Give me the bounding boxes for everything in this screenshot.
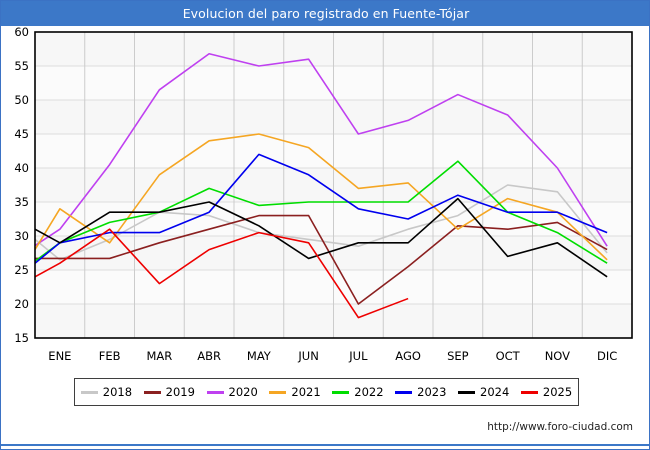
- legend-swatch-icon: [143, 390, 161, 394]
- y-axis-tick-label: 35: [14, 195, 29, 209]
- legend-item-2022[interactable]: 2022: [332, 385, 384, 399]
- footer-divider: [1, 444, 649, 446]
- chart-area: 15 20 25 30 35 40 45 50 55 60 ENE FEB MAR ABR MAY JUN JU…: [1, 26, 649, 371]
- legend-item-label: 2018: [102, 385, 133, 399]
- legend-item-label: 2020: [228, 385, 258, 399]
- y-axis-tick-label: 30: [14, 229, 29, 243]
- legend-swatch-icon: [269, 390, 287, 394]
- legend-swatch-icon: [80, 390, 98, 394]
- legend-item-2025[interactable]: 2025: [520, 385, 573, 399]
- x-axis-tick-label: MAR: [146, 349, 172, 363]
- legend-item-2019[interactable]: 2019: [143, 385, 195, 399]
- x-axis-tick-label: NOV: [545, 349, 570, 363]
- chart-legend: 2018 2019 2020 2021 2022 2023 2024 2025: [74, 378, 579, 406]
- x-axis-tick-label: JUN: [297, 349, 318, 363]
- x-axis-tick-label: DIC: [597, 349, 617, 363]
- x-axis-tick-label: AGO: [395, 349, 421, 363]
- legend-swatch-icon: [206, 390, 224, 394]
- legend-item-2024[interactable]: 2024: [458, 385, 509, 399]
- legend-item-label: 2023: [417, 385, 447, 399]
- x-axis-tick-label: MAY: [247, 349, 272, 363]
- page-title-text: Evolucion del paro registrado en Fuente-…: [182, 6, 470, 21]
- x-axis-tick-label: ABR: [197, 349, 221, 363]
- legend-item-2023[interactable]: 2023: [395, 385, 446, 399]
- legend-item-label: 2022: [354, 385, 384, 399]
- legend-swatch-icon: [520, 390, 538, 394]
- y-axis-tick-label: 55: [14, 59, 29, 73]
- x-axis-tick-label: FEB: [99, 349, 121, 363]
- y-axis-tick-label: 45: [14, 127, 29, 141]
- y-axis-tick-label: 15: [14, 331, 29, 345]
- y-axis-tick-label: 60: [14, 26, 29, 39]
- y-axis-tick-label: 50: [14, 93, 29, 107]
- series-line-2019: [35, 214, 608, 305]
- legend-item-label: 2024: [480, 385, 510, 399]
- legend-swatch-icon: [395, 390, 413, 394]
- series-line-2020: [34, 52, 608, 247]
- plot-frame: [34, 31, 633, 339]
- series-line-2024: [34, 197, 608, 278]
- legend-item-label: 2025: [542, 385, 573, 399]
- y-axis-tick-label: 40: [14, 161, 29, 175]
- x-axis-tick-label: OCT: [496, 349, 521, 363]
- line-chart: 15 20 25 30 35 40 45 50 55 60 ENE FEB MAR ABR MAY JUN JU…: [14, 26, 633, 363]
- footer-url: http://www.foro-ciudad.com: [1, 421, 649, 433]
- page-title: Evolucion del paro registrado en Fuente-…: [1, 1, 649, 26]
- legend-swatch-icon: [332, 390, 350, 394]
- series-line-2021: [34, 133, 608, 261]
- y-axis-tick-label: 25: [14, 263, 29, 277]
- legend-item-label: 2021: [291, 385, 321, 399]
- series-line-2023: [34, 153, 608, 264]
- x-axis-tick-label: SEP: [447, 349, 469, 363]
- series-line-2025: [34, 228, 409, 319]
- legend-swatch-icon: [458, 390, 476, 394]
- legend-item-label: 2019: [165, 385, 195, 399]
- legend-item-2020[interactable]: 2020: [206, 385, 258, 399]
- footer-url-text: http://www.foro-ciudad.com: [487, 421, 633, 433]
- legend-item-2021[interactable]: 2021: [269, 385, 321, 399]
- x-axis-tick-label: ENE: [48, 349, 71, 363]
- legend-item-2018[interactable]: 2018: [80, 385, 133, 399]
- x-axis-tick-label: JUL: [348, 349, 368, 363]
- y-axis-tick-label: 20: [14, 297, 29, 311]
- series-line-2018: [34, 184, 608, 261]
